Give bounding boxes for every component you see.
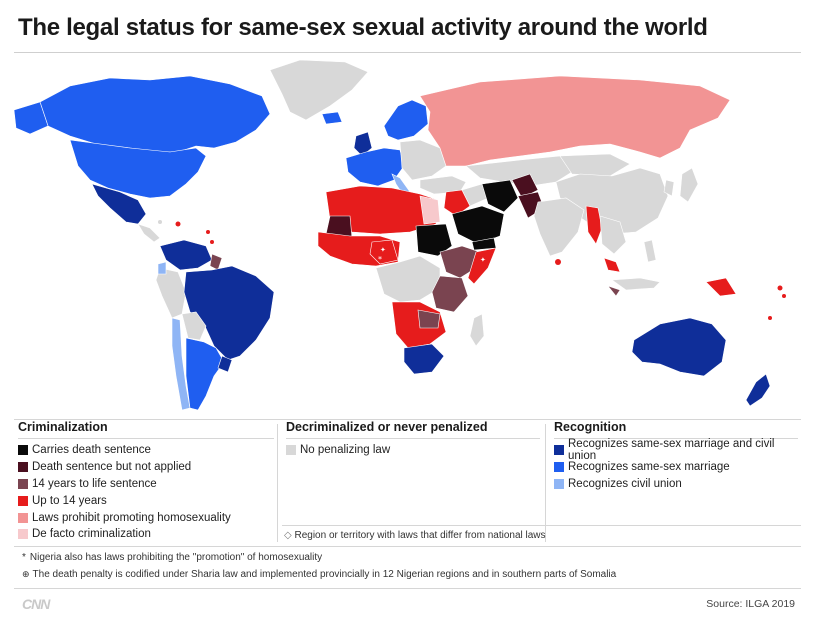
- region-malaysia: [603, 257, 621, 273]
- region-india: [533, 197, 585, 257]
- legend-item: De facto criminalization: [18, 526, 274, 543]
- region-philippines: [643, 239, 657, 263]
- diamond-icon: ◇: [284, 530, 292, 541]
- legend-column-divider: [545, 424, 546, 542]
- legend-swatch: [554, 478, 564, 489]
- legend-decriminalized: Decriminalized or never penalized No pen…: [286, 420, 540, 459]
- legend-item: Laws prohibit promoting homosexuality: [18, 509, 274, 526]
- region-zambia: [417, 309, 441, 329]
- legend-item: Recognizes same-sex marriage: [554, 459, 798, 476]
- source-text: Source: ILGA 2019: [706, 598, 795, 610]
- region-ecuador: [157, 261, 167, 275]
- region-guyana: [209, 253, 223, 271]
- legend-recognition-title: Recognition: [554, 420, 798, 439]
- region-nigeria: [369, 239, 399, 265]
- region-alaska: [13, 101, 49, 135]
- legend-item: Up to 14 years: [18, 492, 274, 509]
- cnn-logo: CNN: [22, 596, 50, 612]
- legend-swatch: [18, 495, 28, 506]
- legend-swatch: [18, 445, 28, 456]
- region-usa: [69, 139, 207, 199]
- region-greenland: [269, 59, 369, 121]
- region-central-america: [137, 223, 161, 243]
- legend-swatch: [554, 445, 564, 456]
- legend-recognition: Recognition Recognizes same-sex marriage…: [554, 420, 798, 492]
- bottom-divider: [14, 588, 801, 589]
- region-madagascar: [469, 313, 485, 347]
- region-southeast-asia: [599, 215, 627, 255]
- region-saudi: [451, 205, 505, 245]
- region-korea: [663, 179, 675, 197]
- region-png: [705, 277, 737, 297]
- footnote-cross: ⊕ The death penalty is codified under Sha…: [22, 569, 617, 580]
- nigeria-cross-marker: ✦: [380, 246, 386, 254]
- region-japan: [679, 167, 699, 203]
- page-title: The legal status for same-sex sexual act…: [18, 14, 708, 41]
- region-eastern-europe: [399, 139, 447, 181]
- world-map: ✦ * ✦: [13, 59, 786, 411]
- region-western-europe: [345, 147, 405, 187]
- region-south-africa: [403, 343, 445, 375]
- subnational-divider: [282, 525, 801, 526]
- region-afghanistan: [511, 173, 539, 199]
- nigeria-asterisk-marker: *: [378, 255, 382, 264]
- legend-decriminalized-title: Decriminalized or never penalized: [286, 420, 540, 439]
- legend-swatch: [286, 445, 296, 456]
- region-myanmar: [585, 205, 603, 245]
- region-iran: [481, 179, 519, 213]
- region-australia: [631, 317, 727, 377]
- legend-item: Recognizes same-sex marriage and civil u…: [554, 438, 798, 462]
- region-caribbean: [175, 221, 181, 227]
- region-bolivia: [181, 311, 207, 341]
- legend-swatch: [18, 478, 28, 489]
- legend-criminalization: Criminalization Carries death sentence D…: [18, 420, 274, 543]
- region-pacific-islands: [777, 285, 783, 291]
- cross-icon: ⊕: [22, 570, 30, 580]
- legend-swatch: [18, 512, 28, 523]
- somalia-cross-marker: ✦: [480, 256, 486, 264]
- region-sri-lanka: [555, 259, 561, 265]
- region-somalia: [467, 247, 497, 285]
- legend-item: No penalizing law: [286, 442, 540, 459]
- legend-swatch: [18, 529, 28, 540]
- legend-swatch: [554, 462, 564, 473]
- legend-item: Carries death sentence: [18, 442, 274, 459]
- region-new-zealand: [745, 373, 771, 407]
- legend-column-divider: [277, 424, 278, 542]
- region-yemen: [471, 237, 497, 251]
- subnational-note: ◇ Region or territory with laws that dif…: [284, 530, 546, 541]
- region-aceh: [607, 285, 621, 297]
- footnote-asterisk: * Nigeria also has laws prohibiting the "…: [22, 552, 323, 563]
- region-mongolia: [559, 153, 631, 177]
- legend-criminalization-title: Criminalization: [18, 420, 274, 439]
- region-argentina: [185, 337, 225, 411]
- footnote-divider: [14, 546, 801, 547]
- asterisk-icon: *: [22, 552, 26, 563]
- region-peru: [155, 267, 187, 319]
- region-northern-south-america: [159, 239, 213, 271]
- legend-top-divider: [14, 419, 801, 420]
- region-russia: [419, 75, 731, 167]
- region-egypt: [419, 195, 441, 225]
- title-divider: [14, 52, 801, 53]
- legend-item: 14 years to life sentence: [18, 476, 274, 493]
- legend-swatch: [18, 462, 28, 473]
- legend-item: Death sentence but not applied: [18, 459, 274, 476]
- legend-item: Recognizes civil union: [554, 476, 798, 493]
- region-uruguay: [217, 355, 233, 373]
- region-iceland: [321, 111, 343, 125]
- region-scandinavia: [383, 99, 429, 141]
- region-east-africa: [431, 275, 469, 313]
- region-indonesia: [611, 277, 661, 291]
